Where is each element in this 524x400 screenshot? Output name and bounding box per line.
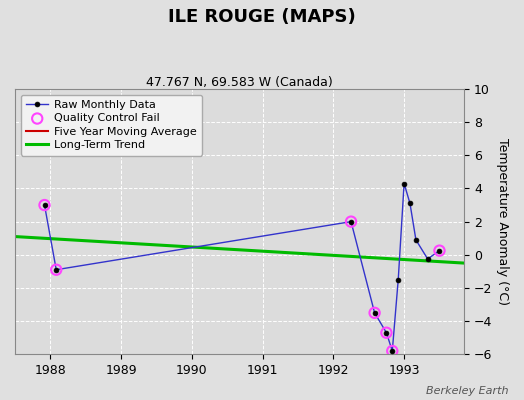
Raw Monthly Data: [401, 181, 407, 186]
Raw Monthly Data: [395, 277, 401, 282]
Quality Control Fail: [40, 202, 49, 208]
Title: 47.767 N, 69.583 W (Canada): 47.767 N, 69.583 W (Canada): [146, 76, 333, 89]
Raw Monthly Data: [348, 219, 354, 224]
Quality Control Fail: [382, 330, 390, 336]
Quality Control Fail: [370, 310, 379, 316]
Raw Monthly Data: [413, 238, 419, 242]
Raw Monthly Data: [41, 203, 48, 208]
Legend: Raw Monthly Data, Quality Control Fail, Five Year Moving Average, Long-Term Tren: Raw Monthly Data, Quality Control Fail, …: [20, 94, 202, 156]
Quality Control Fail: [52, 266, 60, 273]
Text: ILE ROUGE (MAPS): ILE ROUGE (MAPS): [168, 8, 356, 26]
Raw Monthly Data: [383, 330, 389, 335]
Raw Monthly Data: [372, 310, 378, 315]
Quality Control Fail: [435, 248, 444, 254]
Text: Berkeley Earth: Berkeley Earth: [426, 386, 508, 396]
Raw Monthly Data: [407, 201, 413, 206]
Quality Control Fail: [388, 348, 397, 354]
Raw Monthly Data: [389, 348, 396, 353]
Quality Control Fail: [347, 218, 355, 225]
Raw Monthly Data: [436, 248, 443, 253]
Raw Monthly Data: [53, 267, 59, 272]
Raw Monthly Data: [424, 256, 431, 261]
Line: Raw Monthly Data: Raw Monthly Data: [42, 181, 442, 353]
Y-axis label: Temperature Anomaly (°C): Temperature Anomaly (°C): [496, 138, 509, 305]
